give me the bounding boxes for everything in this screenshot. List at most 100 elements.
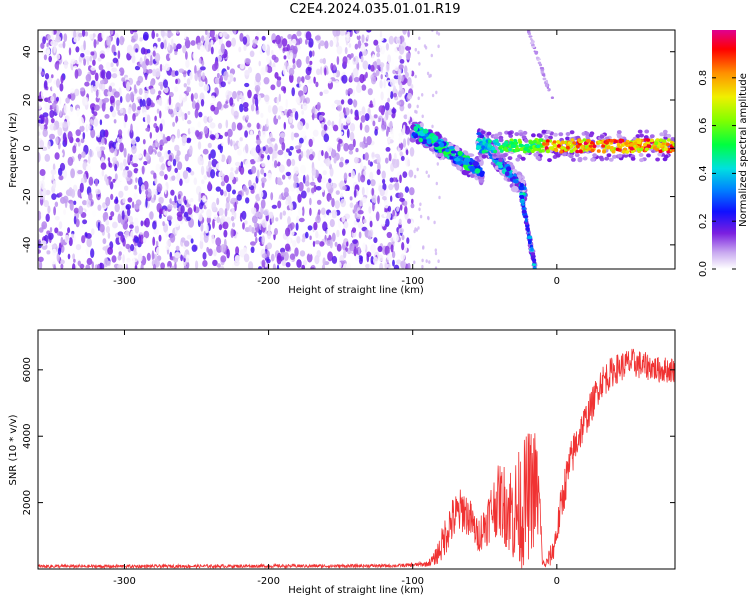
noise-speckle [184,199,188,206]
noise-speckle [205,202,210,208]
noise-speckle [177,161,183,171]
noise-speckle [51,174,55,181]
noise-speckle [223,190,227,197]
noise-speckle [309,197,312,206]
noise-speckle [260,177,267,184]
noise-speckle [175,78,178,84]
noise-speckle [98,262,105,269]
noise-speckle [251,215,258,224]
noise-speckle [58,231,64,237]
carrier-mark [547,158,552,163]
noise-speckle [260,67,267,76]
noise-speckle [90,51,95,56]
snr-y-tick-label: 4000 [22,423,33,448]
noise-speckle [253,93,258,100]
noise-speckle [356,34,361,41]
noise-speckle [298,181,304,192]
carrier-mark [494,133,499,138]
noise-speckle [224,208,228,217]
carrier-mark [482,138,487,143]
noise-speckle [306,252,313,263]
noise-speckle [299,250,306,257]
noise-speckle [326,228,329,239]
noise-speckle [179,178,183,186]
noise-speckle [59,110,62,117]
noise-speckle [346,128,350,139]
noise-speckle [245,143,249,154]
noise-speckle [296,259,302,268]
noise-speckle [184,113,188,120]
noise-speckle [266,250,270,258]
noise-speckle [215,34,219,41]
noise-speckle [369,171,374,181]
noise-speckle [43,200,49,208]
noise-speckle [114,148,117,157]
noise-speckle [95,89,99,98]
noise-speckle [218,224,223,231]
noise-speckle [371,54,376,63]
noise-speckle [133,84,137,92]
noise-speckle [78,205,84,215]
noise-speckle [431,93,435,98]
noise-speckle [67,131,73,141]
noise-speckle [279,194,282,200]
noise-speckle [40,212,44,218]
carrier-mark [487,139,492,144]
noise-speckle [235,246,240,256]
carrier-mark [598,155,604,160]
noise-speckle [233,259,240,267]
snr-frame [37,329,676,570]
tone-mark [506,166,512,172]
noise-speckle [389,177,394,183]
noise-speckle [307,246,313,255]
noise-speckle [354,109,359,117]
noise-speckle [57,247,62,255]
carrier-mark [609,139,614,143]
noise-speckle [239,103,244,113]
carrier-mark [639,133,644,138]
noise-speckle [383,211,387,218]
noise-speckle [387,97,390,103]
noise-speckle [38,119,44,124]
carrier-mark [604,156,610,161]
noise-speckle [238,46,242,53]
noise-speckle [233,106,237,111]
noise-speckle [322,221,328,232]
carrier-mark [662,139,667,143]
carrier-mark [637,129,643,134]
noise-speckle [201,35,205,42]
noise-speckle [108,175,111,186]
noise-speckle [295,96,301,104]
noise-speckle [75,218,80,228]
noise-speckle [151,250,155,261]
noise-speckle [421,114,424,119]
noise-speckle [117,246,124,251]
noise-speckle [230,139,233,147]
noise-speckle [151,151,156,161]
noise-speckle [140,184,145,192]
noise-speckle [160,84,163,90]
carrier-mark [531,133,536,138]
noise-speckle [370,243,376,254]
noise-speckle [85,165,92,172]
noise-speckle [38,131,41,137]
noise-speckle [153,228,160,235]
noise-speckle [107,246,113,255]
colorbar-tick-label: 0.6 [698,118,709,134]
noise-speckle [331,255,338,264]
noise-speckle [356,84,362,93]
carrier-mark [635,134,641,139]
noise-speckle [266,55,271,64]
noise-speckle [53,206,56,216]
noise-speckle [86,124,91,131]
noise-speckle [276,79,282,88]
noise-speckle [367,88,373,96]
noise-speckle [425,170,428,175]
noise-speckle [238,30,245,33]
tone-mark [548,88,551,92]
noise-speckle [57,127,63,137]
noise-speckle [260,99,263,104]
noise-speckle [437,32,441,36]
noise-speckle [340,198,346,208]
noise-speckle [361,84,367,91]
